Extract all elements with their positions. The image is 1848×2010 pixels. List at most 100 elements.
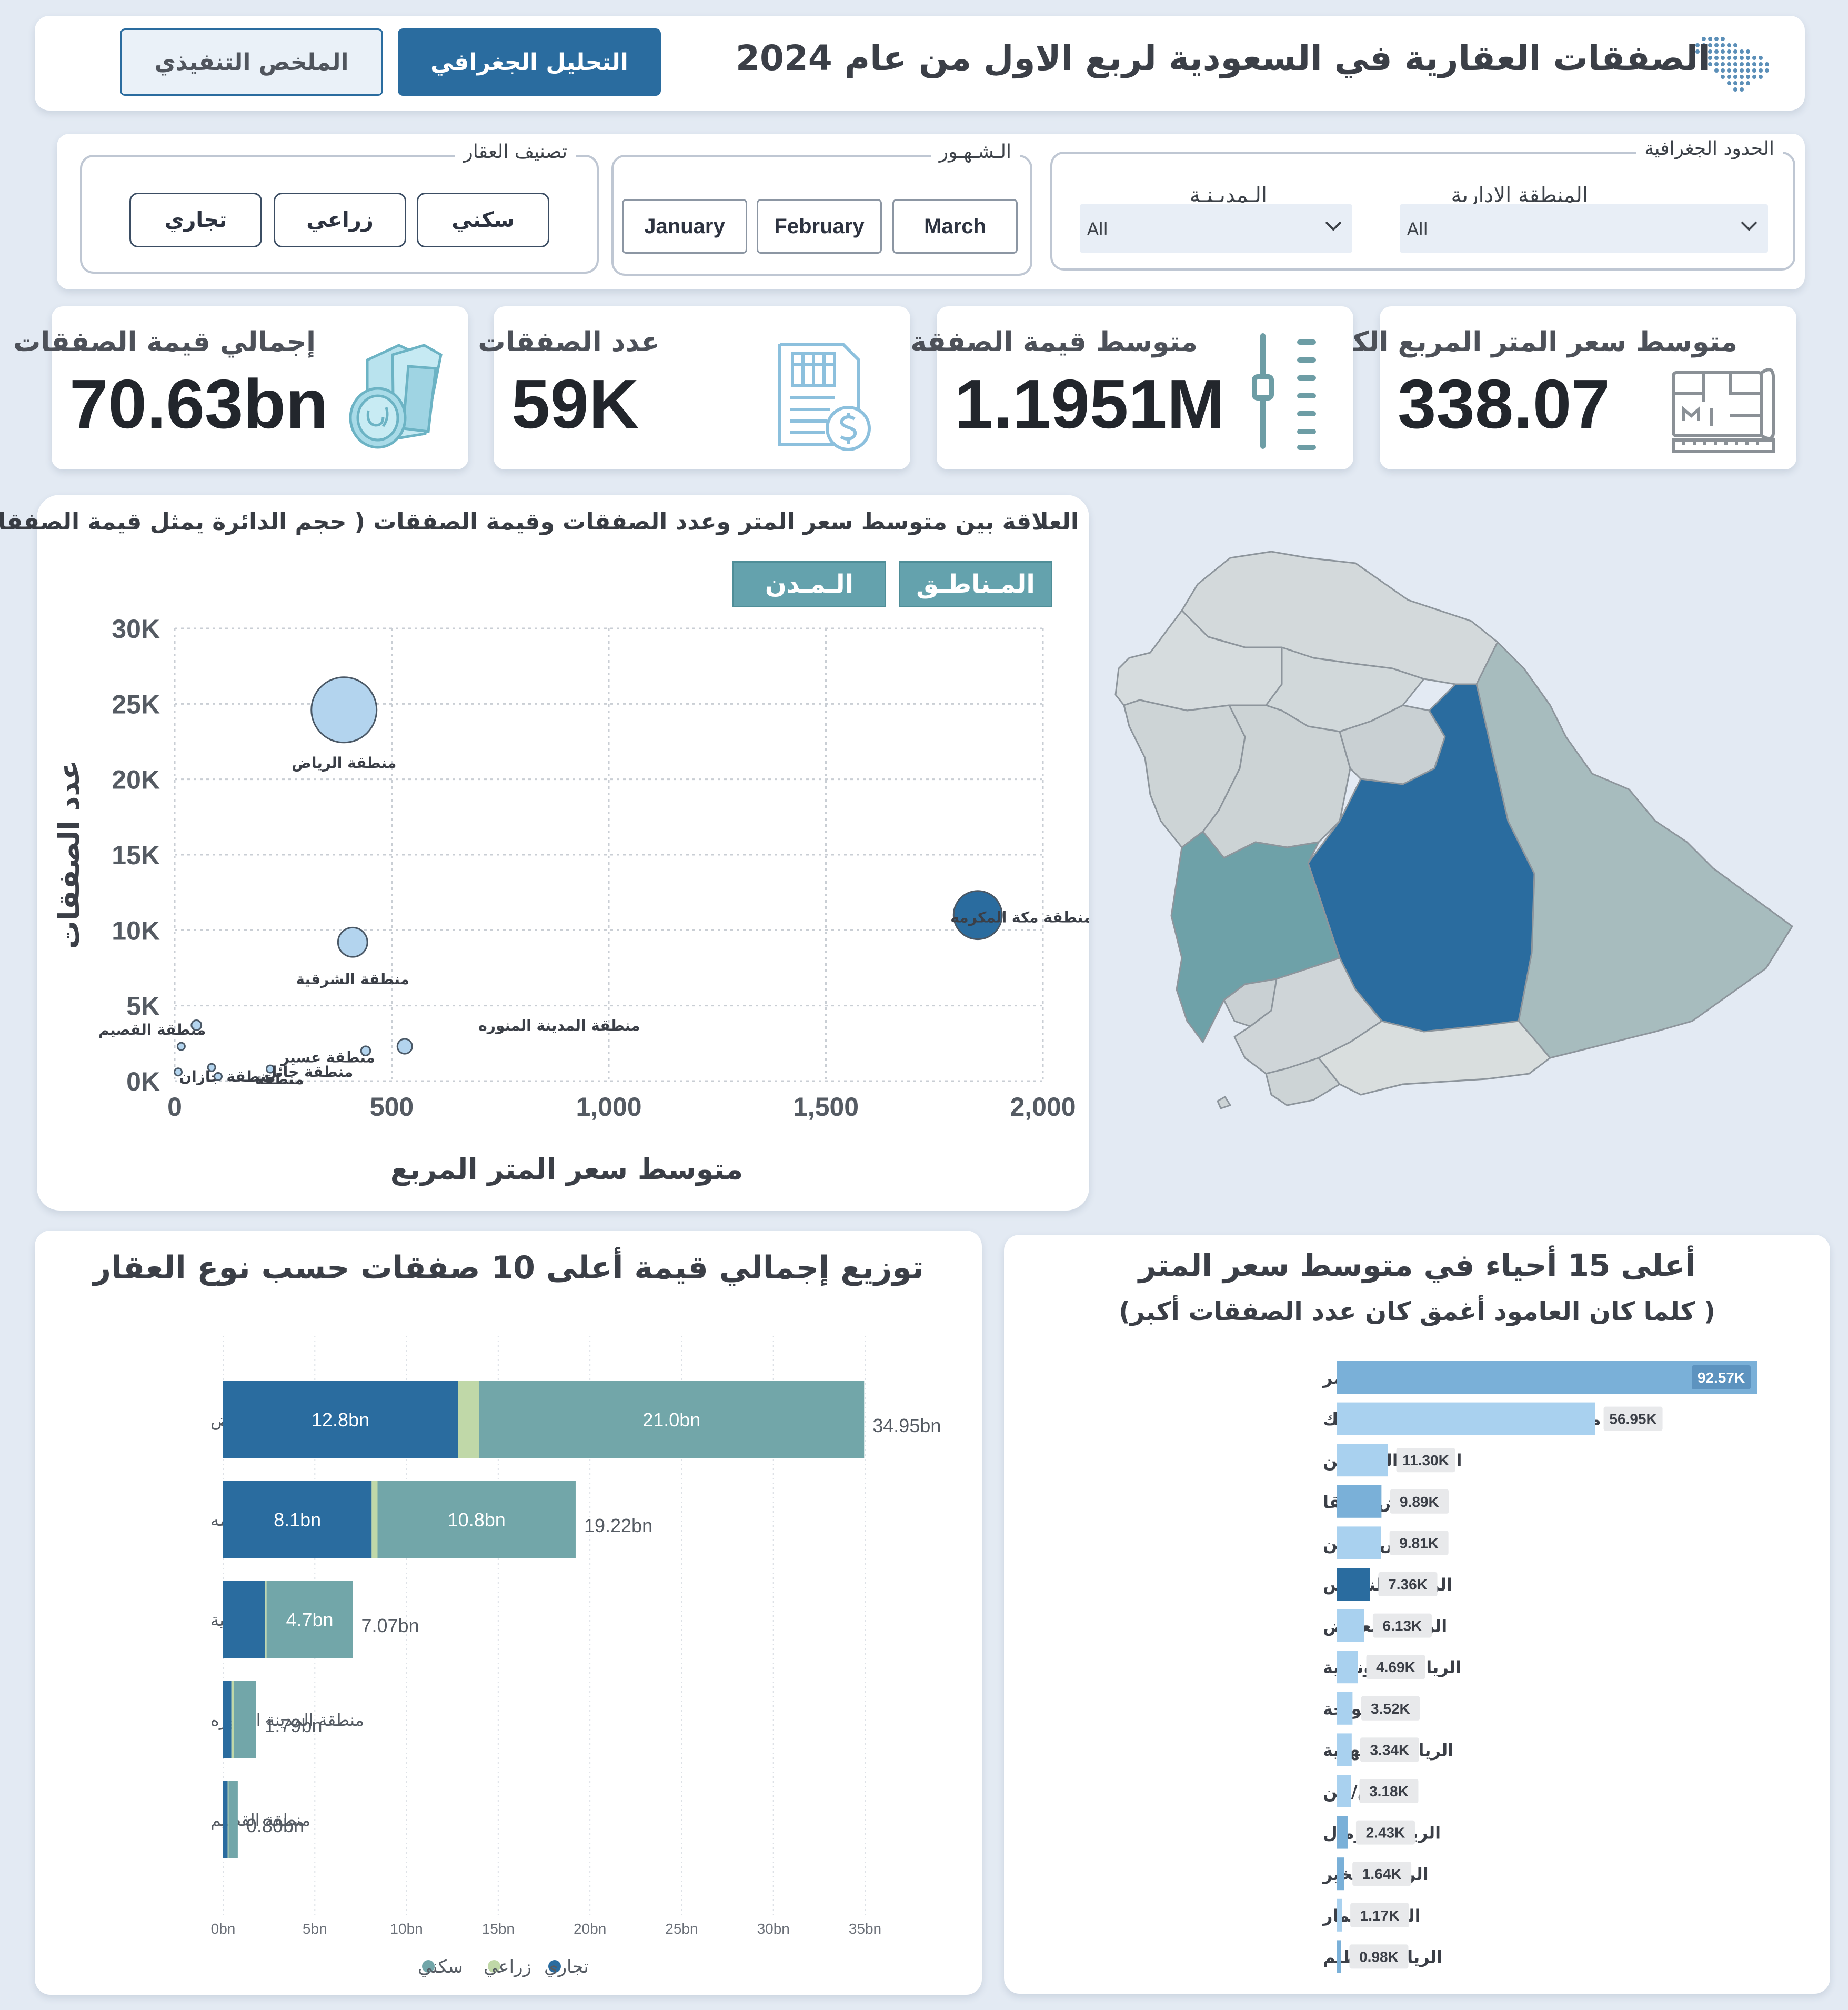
bar-segment[interactable] [223, 1681, 232, 1758]
saudi-map-logo-icon [1695, 37, 1769, 92]
district-bar[interactable] [1337, 1651, 1358, 1684]
scatter-point[interactable] [337, 926, 368, 958]
top-districts-chart-title: أعلى 15 أحياء في متوسط سعر المتر [1138, 1247, 1696, 1283]
x-tick-label: 30bn [757, 1921, 790, 1937]
bar-total-label: 34.95bn [872, 1415, 941, 1436]
bar-segment[interactable] [228, 1781, 238, 1858]
district-bar[interactable] [1337, 1775, 1351, 1807]
month-february-button[interactable]: February [757, 199, 882, 254]
bar-segment-label: 12.8bn [312, 1409, 369, 1431]
district-bar[interactable] [1337, 1444, 1388, 1477]
scatter-point[interactable] [176, 1042, 186, 1051]
x-tick-label: 1,500 [793, 1092, 859, 1122]
legend-label: سكني [418, 1956, 463, 1977]
toggle-cities-button[interactable]: الـمـدن [732, 561, 886, 607]
district-value-label: 56.95K [1609, 1411, 1656, 1427]
scatter-point[interactable] [310, 676, 378, 744]
y-tick-label: 20K [112, 765, 160, 795]
region-dropdown[interactable]: All [1400, 204, 1768, 253]
district-value-badge [1349, 1944, 1409, 1969]
x-tick-label: 20bn [574, 1921, 606, 1937]
filters-panel: الحدود الجغرافية المنطقة الادارية All ال… [57, 134, 1805, 289]
bar-segment[interactable] [223, 1581, 266, 1658]
bar-segment[interactable] [231, 1681, 234, 1758]
region-dropdown-value: All [1407, 219, 1428, 239]
scatter-point[interactable] [214, 1072, 223, 1081]
district-bar[interactable] [1337, 1692, 1353, 1725]
bar-segment[interactable] [458, 1381, 479, 1458]
month-march-button[interactable]: March [892, 199, 1018, 254]
district-bar[interactable] [1337, 1568, 1370, 1601]
x-tick-label: 2,000 [1010, 1092, 1076, 1122]
month-january-button[interactable]: January [622, 199, 747, 254]
legend-label: تجاري [544, 1956, 589, 1977]
toggle-regions-button[interactable]: المـناطـق [899, 561, 1052, 607]
district-value-badge [1360, 1737, 1419, 1762]
scatter-point[interactable] [360, 1045, 371, 1056]
x-tick-label: 15bn [482, 1921, 515, 1937]
city-dropdown[interactable]: All [1080, 204, 1352, 253]
y-axis-label: عدد الصفقات [53, 761, 86, 949]
months-filter-label: الـشـهـور [930, 141, 1020, 163]
bar-segment[interactable] [234, 1681, 256, 1758]
district-bar[interactable] [1337, 1816, 1348, 1849]
district-bar[interactable] [1337, 1402, 1595, 1435]
y-tick-label: 30K [112, 614, 160, 644]
district-bar[interactable] [1337, 1526, 1381, 1559]
bar-segment[interactable] [377, 1481, 576, 1558]
district-bar[interactable] [1337, 1733, 1352, 1766]
district-bar[interactable] [1337, 1485, 1382, 1518]
map-region-farasan[interactable] [1217, 1096, 1231, 1109]
district-value-badge [1603, 1406, 1663, 1431]
bar-segment[interactable] [223, 1381, 458, 1458]
property-agricultural-button[interactable]: زراعي [274, 193, 406, 247]
district-bar[interactable] [1337, 1940, 1341, 1973]
bar-segment[interactable] [371, 1481, 378, 1558]
district-bar[interactable] [1337, 1609, 1364, 1642]
map-region-jazan[interactable] [1265, 1057, 1341, 1106]
legend-marker [488, 1960, 500, 1973]
scatter-point[interactable] [207, 1063, 216, 1072]
x-tick-label: 25bn [665, 1921, 698, 1937]
invoice-icon [778, 343, 871, 451]
kpi-label: عدد الصفقات [478, 326, 660, 358]
district-bar[interactable] [1337, 1361, 1757, 1394]
page-title: الصفقات العقارية في السعودية لربع الاول … [736, 38, 1710, 78]
district-bar[interactable] [1337, 1857, 1344, 1891]
riyal-money-icon [349, 344, 443, 449]
bar-segment[interactable] [479, 1381, 865, 1458]
scatter-point-label: منطقة عسير [280, 1049, 375, 1066]
tab-geographic-analysis[interactable]: التحليل الجغرافي [398, 28, 661, 96]
bar-segment[interactable] [265, 1581, 267, 1658]
scatter-point-label: منطقة المدينة المنوره [478, 1017, 640, 1034]
district-bar[interactable] [1337, 1898, 1342, 1932]
tab-executive-summary[interactable]: الملخص التنفيذي [120, 28, 383, 96]
bar-segment[interactable] [223, 1781, 228, 1858]
bar-segment[interactable] [223, 1481, 372, 1558]
property-residential-button[interactable]: سكني [417, 193, 549, 247]
district-value-badge [1378, 1572, 1438, 1596]
district-value-badge [1389, 1531, 1449, 1555]
bar-total-label: 0.80bn [246, 1815, 304, 1836]
bar-total-label: 7.07bn [361, 1615, 419, 1636]
scatter-point[interactable] [952, 890, 1003, 941]
x-tick-label: 5bn [303, 1921, 327, 1937]
bar-segment[interactable] [227, 1781, 229, 1858]
city-dropdown-value: All [1087, 219, 1108, 239]
saudi-regions-map[interactable] [1108, 547, 1813, 1132]
slider-icon [1252, 333, 1316, 450]
district-value-badge [1359, 1779, 1419, 1803]
bar-segment[interactable] [266, 1581, 353, 1658]
scatter-point[interactable] [174, 1067, 183, 1077]
scatter-chart-title: العلاقة بين متوسط سعر المتر وعدد الصفقات… [0, 508, 1079, 535]
legend-marker [422, 1960, 435, 1973]
scatter-point[interactable] [396, 1038, 413, 1055]
y-tick-label: 25K [112, 689, 160, 719]
scatter-point-label: منطقة مكة المكرمه [950, 909, 1089, 926]
x-tick-label: 10bn [390, 1921, 423, 1937]
property-commercial-button[interactable]: تجاري [129, 193, 262, 247]
scatter-point[interactable] [190, 1019, 203, 1031]
y-tick-label: 0K [126, 1067, 160, 1096]
scatter-point[interactable] [266, 1064, 275, 1074]
district-value-label: 6.13K [1383, 1618, 1422, 1634]
